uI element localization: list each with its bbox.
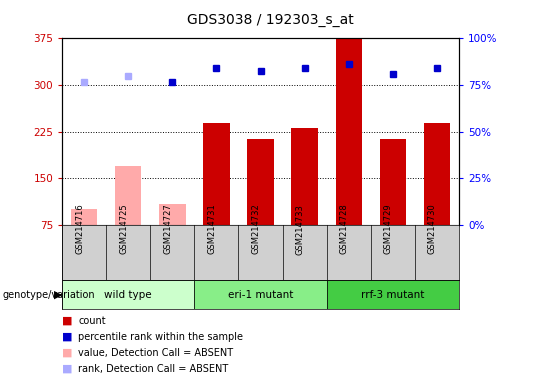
Text: ■: ■ bbox=[62, 332, 72, 342]
Text: value, Detection Call = ABSENT: value, Detection Call = ABSENT bbox=[78, 348, 233, 358]
Text: GSM214729: GSM214729 bbox=[384, 204, 393, 255]
Text: wild type: wild type bbox=[104, 290, 152, 300]
Text: eri-1 mutant: eri-1 mutant bbox=[228, 290, 293, 300]
Text: percentile rank within the sample: percentile rank within the sample bbox=[78, 332, 244, 342]
Text: GSM214716: GSM214716 bbox=[75, 204, 84, 255]
Text: ▶: ▶ bbox=[53, 290, 62, 300]
Text: GSM214732: GSM214732 bbox=[252, 204, 260, 255]
Bar bbox=[62, 280, 194, 309]
Bar bbox=[247, 139, 274, 225]
Bar bbox=[71, 209, 97, 225]
Bar bbox=[194, 280, 327, 309]
Bar bbox=[380, 139, 406, 225]
Text: ■: ■ bbox=[62, 364, 72, 374]
Bar bbox=[203, 123, 230, 225]
Text: genotype/variation: genotype/variation bbox=[3, 290, 96, 300]
Text: rrf-3 mutant: rrf-3 mutant bbox=[361, 290, 424, 300]
Text: count: count bbox=[78, 316, 106, 326]
Bar bbox=[327, 280, 459, 309]
Text: ■: ■ bbox=[62, 316, 72, 326]
Text: ■: ■ bbox=[62, 348, 72, 358]
Bar bbox=[159, 204, 186, 225]
Bar bbox=[335, 38, 362, 225]
Text: rank, Detection Call = ABSENT: rank, Detection Call = ABSENT bbox=[78, 364, 228, 374]
Text: GSM214731: GSM214731 bbox=[207, 204, 217, 255]
Bar bbox=[424, 123, 450, 225]
Text: GDS3038 / 192303_s_at: GDS3038 / 192303_s_at bbox=[187, 13, 353, 27]
Bar bbox=[292, 128, 318, 225]
Text: GSM214727: GSM214727 bbox=[163, 204, 172, 255]
Text: GSM214730: GSM214730 bbox=[428, 204, 437, 255]
Bar bbox=[115, 166, 141, 225]
Text: GSM214725: GSM214725 bbox=[119, 204, 129, 255]
Text: GSM214728: GSM214728 bbox=[340, 204, 349, 255]
Text: GSM214733: GSM214733 bbox=[296, 204, 305, 255]
